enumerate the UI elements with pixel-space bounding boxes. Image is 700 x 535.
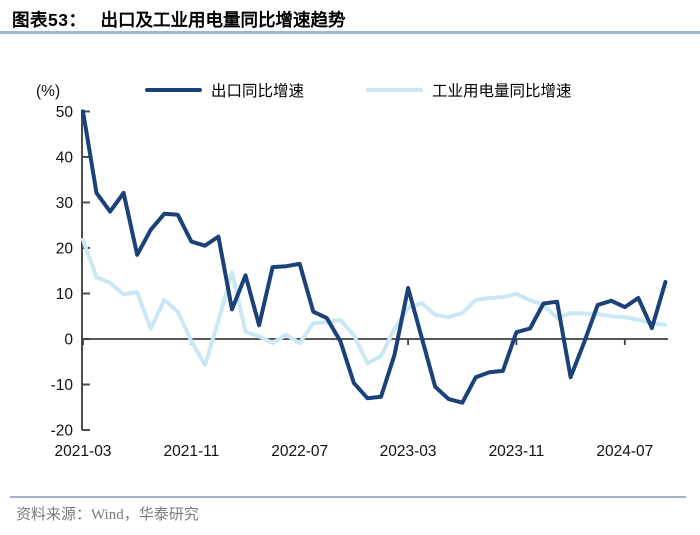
y-tick-label: 40	[56, 149, 74, 166]
electricity-series-swatch-icon	[366, 87, 424, 93]
x-tick-label: 2021-11	[163, 443, 219, 460]
x-tick-label: 2021-03	[55, 443, 112, 460]
y-tick-label: 50	[56, 104, 74, 121]
y-axis-unit-label: (%)	[36, 83, 61, 100]
export-series-label: 出口同比增速	[211, 83, 305, 100]
y-tick-label: 10	[56, 286, 74, 303]
x-tick-label: 2023-03	[380, 443, 437, 460]
x-tick-label: 2024-07	[596, 443, 653, 460]
y-tick-label: 20	[56, 240, 74, 257]
y-tick-label: -20	[51, 423, 74, 440]
y-tick-label: 30	[56, 195, 74, 212]
title-divider	[0, 31, 700, 34]
chart-number-label: 图表53：	[12, 10, 87, 30]
footer-divider	[10, 496, 686, 498]
chart-header: 图表53： 出口及工业用电量同比增速趋势	[12, 7, 345, 32]
page-title: 出口及工业用电量同比增速趋势	[100, 10, 346, 30]
series-line	[81, 109, 668, 405]
chart-legend: 出口同比增速 工业用电量同比增速	[145, 79, 572, 101]
source-text: 资料来源：Wind，华泰研究	[16, 507, 199, 523]
electricity-series-label: 工业用电量同比增速	[432, 83, 572, 100]
x-tick-label: 2022-07	[271, 443, 328, 460]
x-tick-label: 2023-11	[489, 443, 545, 460]
export-series-swatch-icon	[145, 87, 202, 93]
series-line	[81, 237, 668, 367]
y-tick-label: 0	[64, 332, 73, 349]
y-tick-label: -10	[51, 377, 74, 394]
